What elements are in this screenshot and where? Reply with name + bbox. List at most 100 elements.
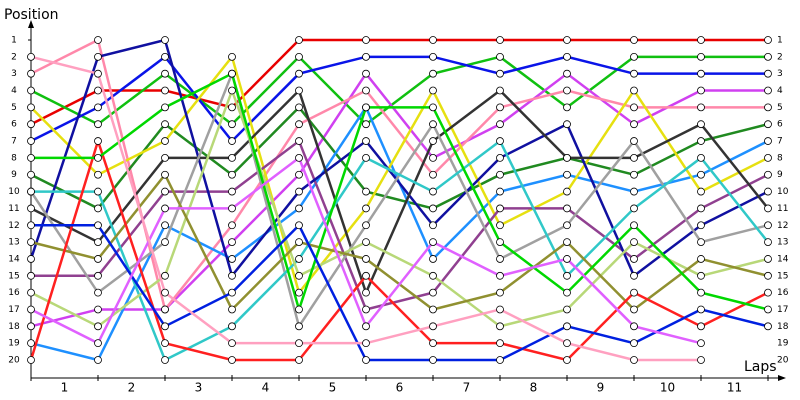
point-marker	[764, 305, 772, 314]
point-marker	[295, 137, 303, 145]
point-marker	[429, 120, 437, 129]
point-marker	[496, 288, 504, 297]
point-marker	[764, 187, 772, 196]
x-tick-label: 10	[660, 381, 675, 395]
point-marker	[362, 288, 370, 297]
point-marker	[228, 86, 236, 95]
point-marker	[429, 322, 437, 331]
point-marker	[362, 153, 370, 162]
point-marker	[563, 238, 571, 247]
point-marker	[228, 120, 236, 129]
point-marker	[228, 339, 236, 348]
point-marker	[563, 86, 571, 95]
y-tick-label-right: 15	[777, 271, 788, 281]
x-tick-label: 3	[195, 381, 203, 395]
y-tick-label-right: 4	[777, 86, 783, 96]
point-marker	[228, 69, 236, 78]
point-marker	[496, 305, 504, 314]
x-tick-label: 8	[530, 381, 538, 395]
point-marker	[429, 86, 437, 95]
y-tick-label: 2	[11, 52, 17, 62]
point-marker	[295, 204, 303, 213]
point-marker	[496, 204, 504, 213]
series-line	[31, 139, 769, 362]
point-marker	[697, 221, 705, 230]
point-marker	[630, 271, 638, 280]
point-marker	[362, 305, 370, 314]
point-marker	[496, 356, 504, 364]
point-marker	[697, 103, 705, 112]
point-marker	[697, 187, 705, 196]
point-marker	[764, 153, 772, 162]
point-marker	[429, 356, 437, 364]
point-marker	[161, 187, 169, 196]
point-marker	[630, 356, 638, 364]
point-marker	[429, 170, 437, 179]
point-marker	[362, 86, 370, 95]
point-marker	[764, 170, 772, 179]
y-tick-label: 4	[11, 86, 17, 96]
y-tick-label: 5	[11, 103, 17, 113]
point-marker	[295, 322, 303, 331]
point-marker	[362, 238, 370, 247]
point-marker	[630, 69, 638, 78]
point-marker	[27, 187, 35, 196]
point-marker	[27, 339, 35, 348]
point-marker	[161, 86, 169, 95]
point-marker	[161, 339, 169, 348]
point-marker	[161, 238, 169, 247]
y-tick-label: 8	[11, 153, 17, 163]
point-marker	[630, 322, 638, 331]
x-tick-label: 11	[727, 381, 742, 395]
y-axis-title: Position	[4, 7, 59, 23]
series-line	[29, 38, 769, 279]
point-marker	[429, 221, 437, 230]
point-marker	[429, 52, 437, 61]
y-tick-label: 6	[11, 120, 17, 130]
point-marker	[27, 255, 35, 263]
point-marker	[161, 305, 169, 314]
point-marker	[27, 120, 35, 129]
point-marker	[563, 356, 571, 364]
point-marker	[27, 271, 35, 280]
point-marker	[496, 271, 504, 280]
point-marker	[630, 103, 638, 112]
point-marker	[429, 187, 437, 196]
point-marker	[563, 187, 571, 196]
point-marker	[295, 36, 303, 44]
point-marker	[429, 288, 437, 297]
y-tick-label: 12	[8, 221, 19, 231]
point-marker	[228, 255, 236, 263]
point-marker	[27, 238, 35, 247]
point-marker	[362, 221, 370, 230]
y-tick-label: 18	[8, 322, 20, 332]
point-marker	[630, 339, 638, 348]
point-marker	[496, 86, 504, 95]
y-tick-label-right: 7	[777, 137, 783, 147]
series-line	[31, 71, 769, 314]
point-marker	[228, 153, 236, 162]
point-marker	[563, 153, 571, 162]
point-marker	[362, 187, 370, 196]
point-marker	[496, 170, 504, 179]
point-marker	[94, 120, 102, 129]
point-marker	[764, 221, 772, 230]
series-line	[30, 86, 769, 328]
point-marker	[27, 86, 35, 95]
point-marker	[764, 86, 772, 95]
series-line	[30, 55, 768, 126]
y-tick-label-right: 6	[777, 120, 783, 130]
point-marker	[362, 322, 370, 331]
point-marker	[496, 187, 504, 196]
point-marker	[94, 52, 102, 61]
point-marker	[295, 238, 303, 247]
point-marker	[563, 170, 571, 179]
point-marker	[295, 255, 303, 263]
point-marker	[764, 69, 772, 78]
point-marker	[496, 153, 504, 162]
point-marker	[630, 120, 638, 129]
point-marker	[228, 322, 236, 331]
point-marker	[161, 120, 169, 129]
point-marker	[764, 52, 772, 61]
